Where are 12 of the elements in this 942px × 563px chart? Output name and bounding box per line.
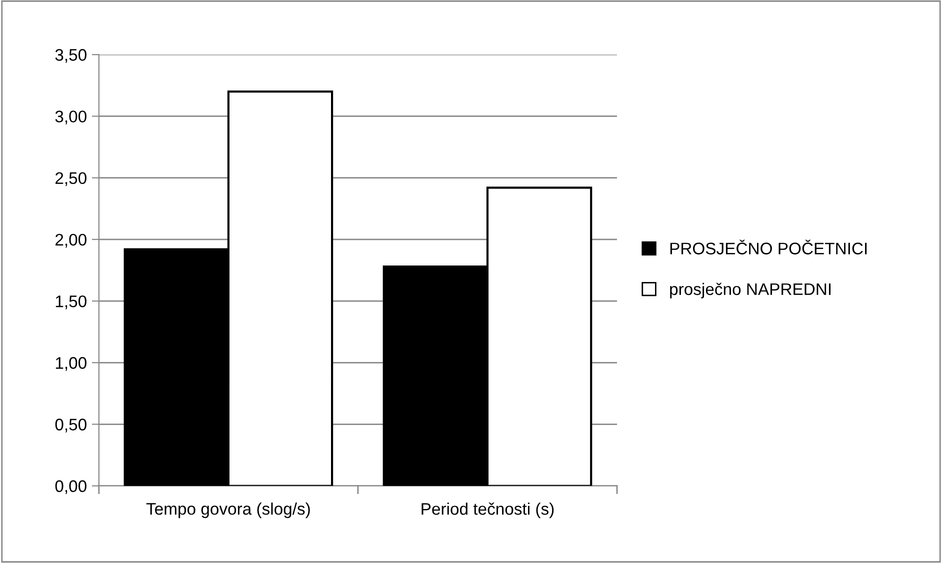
y-tick-label: 2,50: [56, 172, 86, 186]
y-tick-label: 3,50: [55, 49, 86, 63]
y-tick-label: 1,00: [56, 357, 86, 371]
y-tick-label: 0,00: [55, 480, 86, 494]
x-tick-label: Period tečnosti (s): [422, 502, 554, 518]
y-tick-label: 2,00: [56, 234, 86, 248]
y-tick-label: 3,00: [55, 110, 86, 124]
legend-label: prosječno NAPREDNI: [670, 282, 831, 298]
x-tick-label: Tempo govora (slog/s): [146, 502, 310, 518]
y-tick-label: 0,50: [55, 418, 86, 432]
y-tick-label: 1,50: [56, 295, 86, 310]
legend-label: PROSJEČNO POČETNICI: [670, 240, 867, 254]
